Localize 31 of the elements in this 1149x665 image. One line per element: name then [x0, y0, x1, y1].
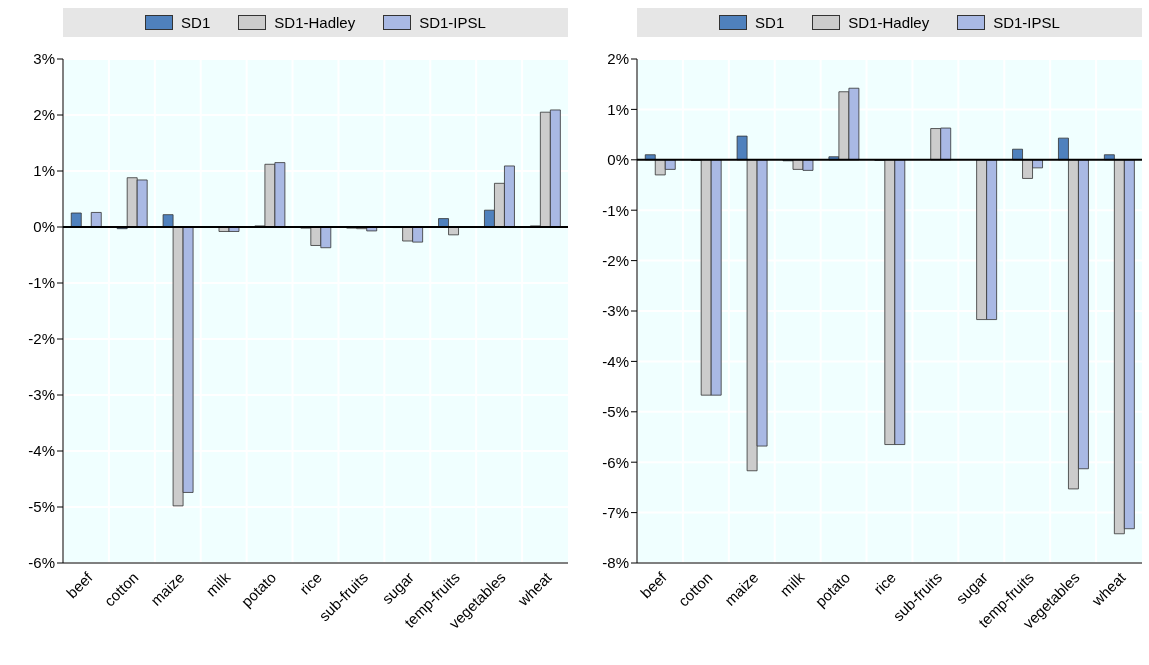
y-tick-label: -6%	[28, 554, 55, 572]
y-tick-label: 1%	[607, 100, 629, 118]
y-tick-label: -5%	[28, 498, 55, 516]
legend-label: SD1-IPSL	[418, 14, 486, 31]
y-tick-label: -1%	[602, 201, 629, 219]
y-tick-label: 2%	[33, 106, 55, 124]
y-tick-label: 3%	[33, 50, 55, 68]
legend-label: SD1-Hadley	[847, 14, 930, 31]
y-tick-label: -6%	[602, 453, 629, 471]
y-tick-label: -2%	[602, 251, 629, 269]
y-tick-label: -2%	[28, 330, 55, 348]
y-tick-label: 1%	[33, 162, 55, 180]
y-tick-label: -7%	[602, 503, 629, 521]
legend-label: SD1	[180, 14, 211, 31]
y-tick-label: -8%	[602, 554, 629, 572]
x-tick-label: milk	[202, 568, 234, 600]
legend-label: SD1-Hadley	[273, 14, 356, 31]
y-tick-label: 0%	[33, 218, 55, 236]
y-tick-label: -5%	[602, 403, 629, 421]
y-tick-label: -1%	[28, 274, 55, 292]
legend-label: SD1	[754, 14, 785, 31]
y-tick-label: 2%	[607, 50, 629, 68]
legend-label: SD1-IPSL	[992, 14, 1060, 31]
y-tick-label: -4%	[28, 442, 55, 460]
y-tick-label: 0%	[607, 151, 629, 169]
x-tick-label: milk	[776, 568, 808, 600]
x-tick-label: rice	[296, 568, 326, 598]
x-tick-label: rice	[870, 568, 900, 598]
y-tick-label: -3%	[602, 302, 629, 320]
y-tick-label: -3%	[28, 386, 55, 404]
y-tick-label: -4%	[602, 352, 629, 370]
